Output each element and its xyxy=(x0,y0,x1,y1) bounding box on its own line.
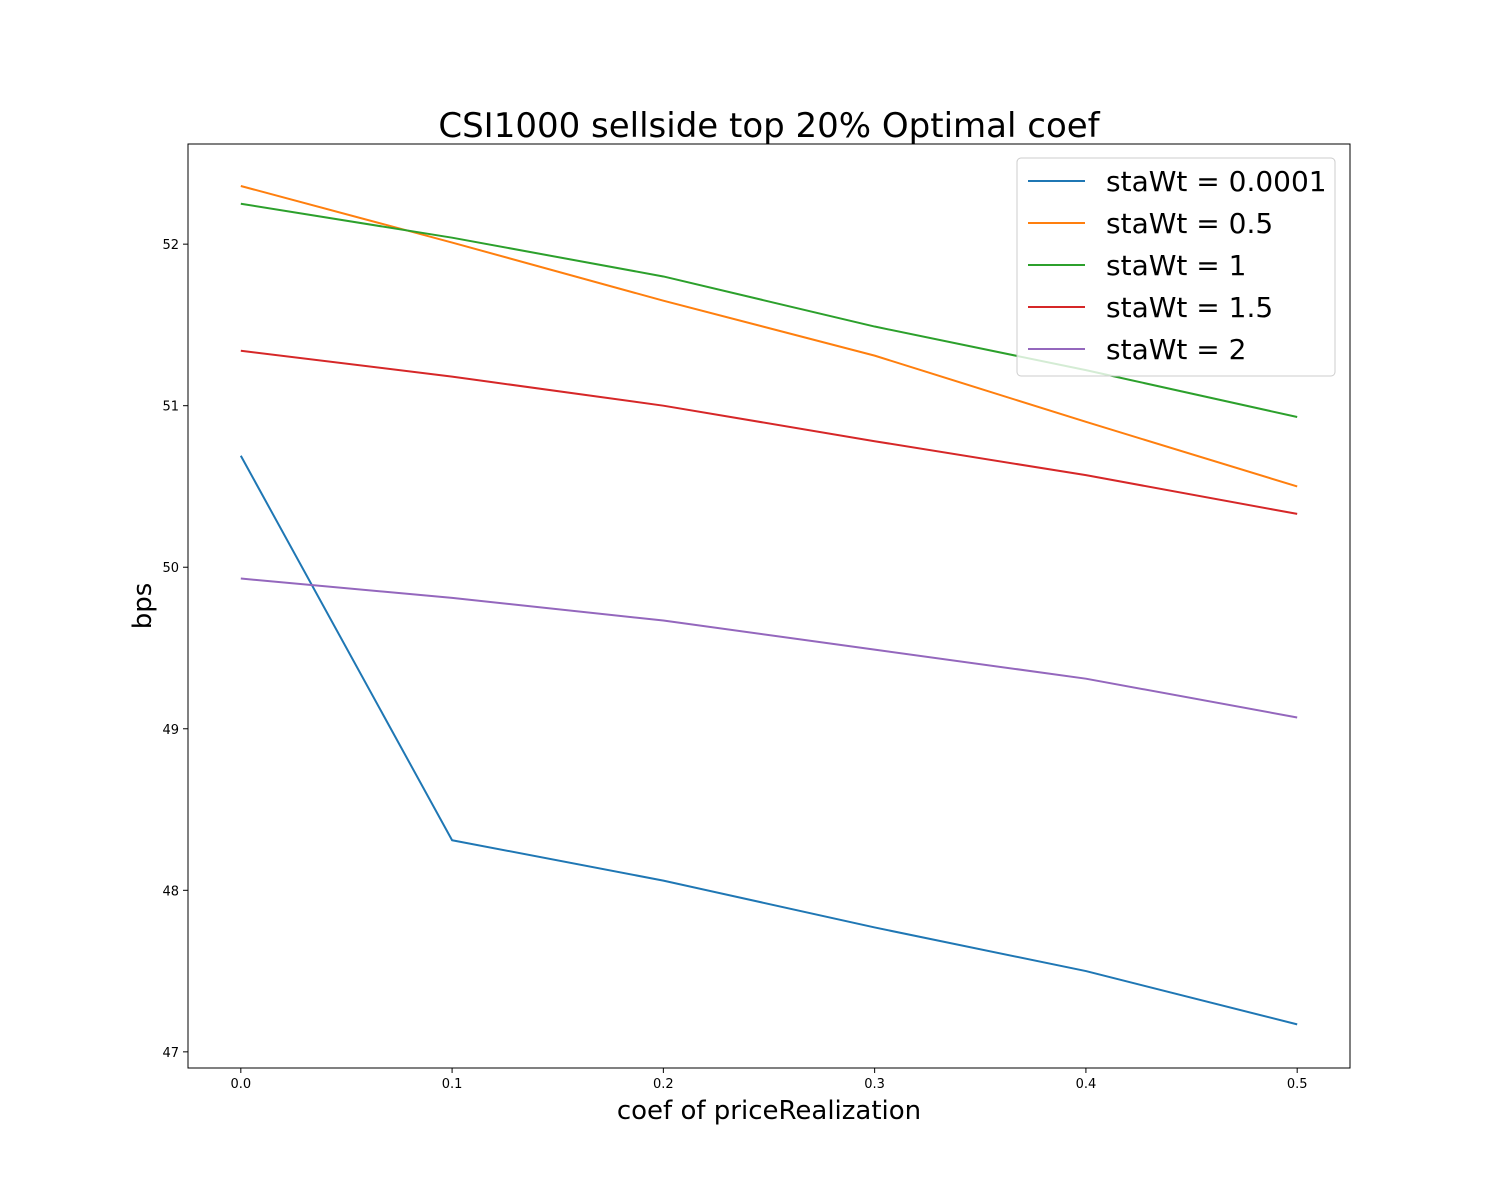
y-tick-label: 51 xyxy=(162,400,179,415)
series-layer xyxy=(239,185,1298,1026)
legend-label-0: staWt = 0.0001 xyxy=(1106,165,1327,198)
x-tick-label: 0.0 xyxy=(230,1077,251,1092)
series-line-0 xyxy=(239,455,1298,1026)
y-tick-label: 52 xyxy=(162,238,179,253)
x-tick-label: 0.3 xyxy=(864,1077,885,1092)
x-tick-label: 0.4 xyxy=(1076,1077,1097,1092)
y-axis: 47 48 49 50 51 52 xyxy=(162,238,188,1061)
y-tick-label: 48 xyxy=(162,884,179,899)
legend-label-3: staWt = 1.5 xyxy=(1106,291,1273,324)
x-tick-label: 0.1 xyxy=(442,1077,463,1092)
x-tick-label: 0.5 xyxy=(1287,1077,1308,1092)
x-axis: 0.0 0.1 0.2 0.3 0.4 0.5 xyxy=(230,1068,1308,1092)
legend-box xyxy=(1016,157,1336,377)
y-axis-label: bps xyxy=(128,583,158,630)
chart-title: CSI1000 sellside top 20% Optimal coef xyxy=(438,106,1100,146)
series-line-3 xyxy=(240,349,1298,515)
series-line-1 xyxy=(240,185,1298,488)
legend-label-1: staWt = 0.5 xyxy=(1106,207,1273,240)
plot-frame xyxy=(187,143,1351,1069)
legend-label-4: staWt = 2 xyxy=(1106,333,1246,366)
y-tick-label: 50 xyxy=(162,561,179,576)
legend-entries: staWt = 0.0001 staWt = 0.5 staWt = 1 staWt … xyxy=(1028,165,1327,366)
legend-label-2: staWt = 1 xyxy=(1106,249,1246,282)
y-tick-label: 47 xyxy=(162,1046,179,1061)
legend: staWt = 0.0001 staWt = 0.5 staWt = 1 staWt … xyxy=(1016,157,1336,377)
x-axis-label: coef of priceRealization xyxy=(617,1096,921,1126)
x-tick-label: 0.2 xyxy=(653,1077,674,1092)
series-line-2 xyxy=(240,202,1298,418)
plot-area xyxy=(187,143,1351,1069)
y-tick-label: 49 xyxy=(162,723,179,738)
series-line-4 xyxy=(240,577,1298,719)
